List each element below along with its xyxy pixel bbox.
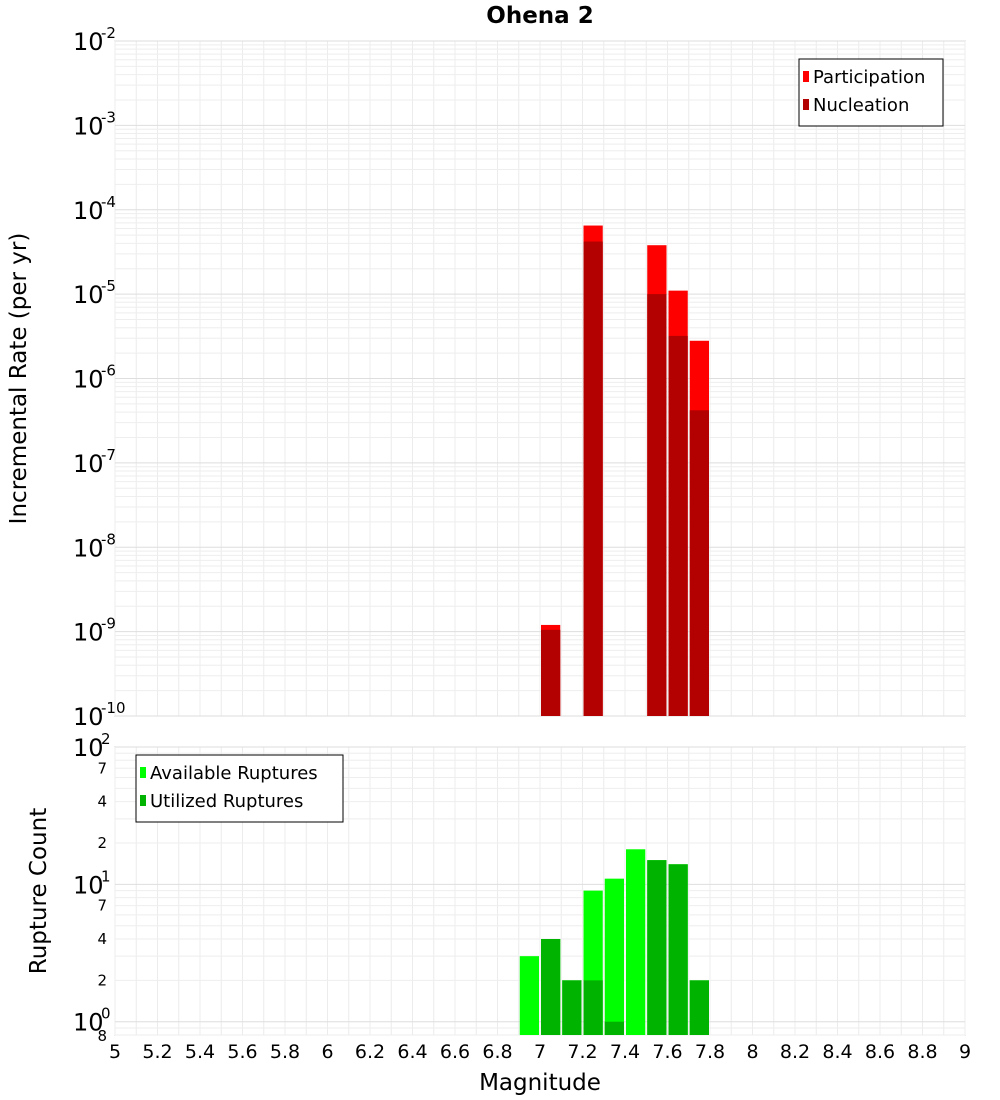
bar-nucleation xyxy=(668,335,688,716)
x-tick-label: 5.8 xyxy=(270,1041,300,1063)
y-tick-label-base: 10 xyxy=(73,28,104,56)
x-tick-label: 7.2 xyxy=(567,1041,597,1063)
bar-nucleation xyxy=(583,241,603,717)
y-tick-label-exponent: -8 xyxy=(101,530,116,548)
x-tick-label: 8 xyxy=(746,1041,758,1063)
y-tick-label-exponent: -4 xyxy=(101,193,116,211)
y-tick-label-base: 10 xyxy=(73,197,104,225)
bar-available-ruptures xyxy=(519,956,539,1035)
y-tick-label-exponent: 1 xyxy=(101,867,111,885)
y-minor-tick-label: 4 xyxy=(97,930,107,948)
legend-label: Available Ruptures xyxy=(150,763,318,784)
y-tick-label-exponent: -2 xyxy=(101,24,116,42)
magnitude-x-axis-label: Magnitude xyxy=(479,1070,601,1096)
rate-plot-grid xyxy=(114,40,966,717)
y-tick-label-exponent: 0 xyxy=(101,1005,111,1023)
bar-utilized-ruptures xyxy=(583,980,603,1035)
bar-utilized-ruptures xyxy=(541,939,561,1035)
y-tick-label-base: 10 xyxy=(73,450,104,478)
bar-utilized-ruptures xyxy=(562,980,582,1035)
chart-title: Ohena 2 xyxy=(486,3,593,29)
legend-label: Utilized Ruptures xyxy=(150,791,303,812)
rate-bars xyxy=(541,225,709,717)
y-tick-label-exponent: -10 xyxy=(101,699,126,717)
y-minor-tick-label: 7 xyxy=(97,897,107,915)
y-tick-label-exponent: -3 xyxy=(101,108,116,126)
bar-utilized-ruptures xyxy=(647,860,667,1035)
bar-utilized-ruptures xyxy=(604,1021,624,1035)
magnitude-x-tick-labels: 5 5.2 5.4 5.6 5.8 6 6.2 6.4 6.6 6.8 7 7.2 7.4 7.6 7.8 8… xyxy=(109,1041,971,1063)
x-tick-label: 5.4 xyxy=(185,1041,215,1063)
legend-swatch xyxy=(803,71,809,82)
legend-box xyxy=(135,754,344,823)
y-minor-tick-label: 2 xyxy=(97,834,107,852)
x-tick-label: 8.6 xyxy=(865,1041,895,1063)
y-minor-tick-label: 8 xyxy=(97,1027,107,1045)
x-tick-label: 8.4 xyxy=(822,1041,852,1063)
rate-legend: Participation Nucleation xyxy=(798,58,944,127)
x-tick-label: 8.2 xyxy=(780,1041,810,1063)
count-bars xyxy=(519,849,709,1035)
rate-y-axis-label: Incremental Rate (per yr) xyxy=(6,233,32,525)
count-plot-grid xyxy=(114,746,966,1036)
x-tick-label: 6.4 xyxy=(397,1041,427,1063)
bar-nucleation xyxy=(689,410,709,716)
y-minor-tick-label: 2 xyxy=(97,971,107,989)
x-tick-label: 8.8 xyxy=(907,1041,937,1063)
y-tick-label-base: 10 xyxy=(73,366,104,394)
y-tick-label-exponent: -9 xyxy=(101,615,116,633)
bar-utilized-ruptures xyxy=(689,980,709,1035)
x-tick-label: 7.4 xyxy=(610,1041,640,1063)
y-tick-label-base: 10 xyxy=(73,1009,104,1037)
count-y-axis-label: Rupture Count xyxy=(26,808,52,974)
bar-nucleation xyxy=(541,629,561,716)
y-tick-label-exponent: -6 xyxy=(101,362,116,380)
legend-swatch xyxy=(140,795,146,806)
y-tick-label-base: 10 xyxy=(73,534,104,562)
bar-nucleation xyxy=(647,294,667,716)
x-tick-label: 5.6 xyxy=(227,1041,257,1063)
y-tick-label-base: 10 xyxy=(73,281,104,309)
x-tick-label: 6 xyxy=(321,1041,333,1063)
y-tick-label-exponent: 2 xyxy=(101,730,111,748)
x-tick-label: 9 xyxy=(959,1041,971,1063)
x-tick-label: 5 xyxy=(109,1041,121,1063)
y-tick-label-exponent: -5 xyxy=(101,277,116,295)
y-tick-label-base: 10 xyxy=(73,619,104,647)
y-minor-tick-label: 7 xyxy=(97,759,107,777)
x-tick-label: 7.6 xyxy=(652,1041,682,1063)
legend-label: Participation xyxy=(813,67,925,88)
legend-swatch xyxy=(140,767,146,778)
y-tick-label-exponent: -7 xyxy=(101,446,116,464)
y-tick-label-base: 10 xyxy=(73,871,104,899)
y-tick-label-base: 10 xyxy=(73,112,104,140)
count-legend: Available Ruptures Utilized Ruptures xyxy=(135,754,344,823)
bar-available-ruptures xyxy=(626,849,646,1035)
legend-box xyxy=(798,58,944,127)
x-tick-label: 5.2 xyxy=(142,1041,172,1063)
y-tick-label-base: 10 xyxy=(73,703,104,731)
x-tick-label: 7.8 xyxy=(695,1041,725,1063)
y-tick-label-base: 10 xyxy=(73,734,104,762)
bar-available-ruptures xyxy=(604,878,624,1035)
y-minor-tick-label: 4 xyxy=(97,793,107,811)
x-tick-label: 6.2 xyxy=(355,1041,385,1063)
legend-label: Nucleation xyxy=(813,95,909,116)
x-tick-label: 7 xyxy=(534,1041,546,1063)
x-tick-label: 6.6 xyxy=(440,1041,470,1063)
x-tick-label: 6.8 xyxy=(482,1041,512,1063)
bar-utilized-ruptures xyxy=(668,864,688,1035)
legend-swatch xyxy=(803,99,809,110)
